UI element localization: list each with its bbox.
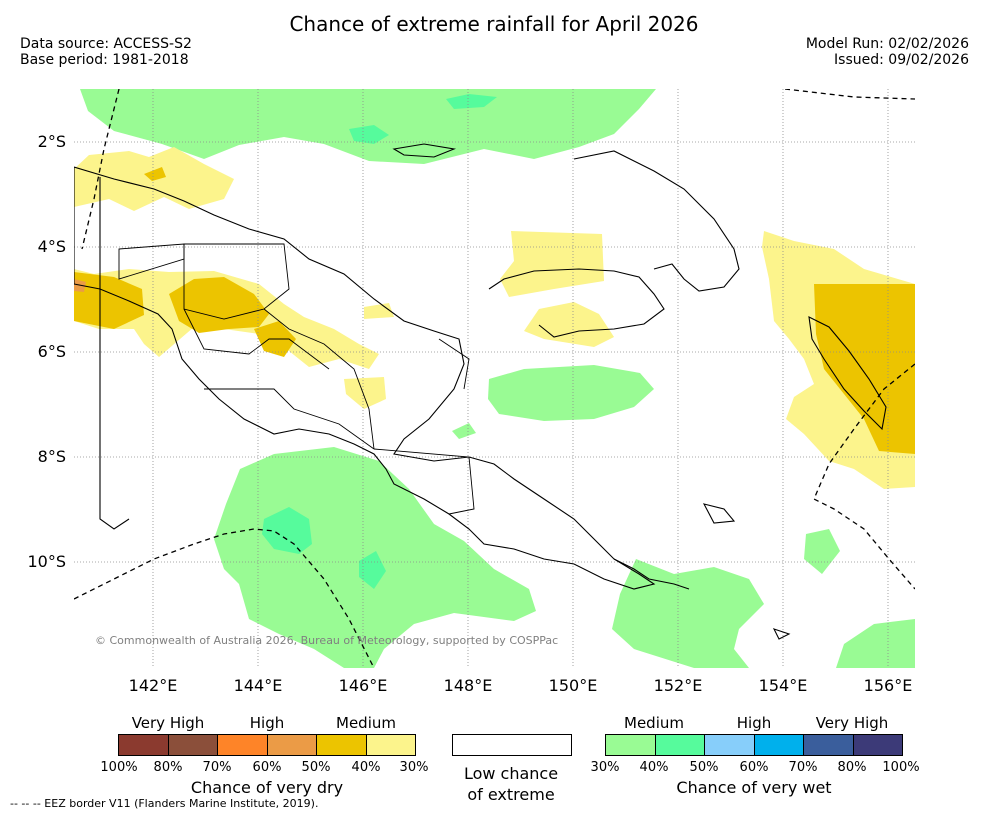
rainfall-map (74, 89, 915, 668)
wet-tick: 70% (788, 760, 818, 775)
model-run: Model Run: 02/02/2026 (805, 36, 969, 52)
wet-tick: 80% (837, 760, 867, 775)
dry-level-very-high: Very High (131, 714, 205, 732)
lon-label-148e: 148°E (443, 676, 493, 695)
dry-tick: 30% (399, 760, 429, 775)
lon-label-154e: 154°E (758, 676, 808, 695)
lat-label-2s: 2°S (37, 132, 66, 151)
data-source: Data source: ACCESS-S2 (20, 36, 192, 52)
wet-colorbar (605, 734, 903, 756)
wet-tick: 50% (689, 760, 719, 775)
dry-40-regions (74, 167, 915, 454)
base-period: Base period: 1981-2018 (20, 52, 189, 68)
lon-label-152e: 152°E (653, 676, 703, 695)
lon-label-146e: 146°E (338, 676, 388, 695)
dry-tick: 60% (252, 760, 282, 775)
map-title: Chance of extreme rainfall for April 202… (289, 12, 699, 36)
dry-swatch-6 (366, 735, 415, 755)
dry-tick: 100% (100, 760, 138, 775)
wet-tick: 40% (639, 760, 669, 775)
province-borders (118, 243, 475, 515)
wet-caption: Chance of very wet (676, 778, 832, 797)
dry-tick: 80% (153, 760, 183, 775)
wet-tick: 100% (882, 760, 920, 775)
eez-borders (74, 89, 915, 668)
neutral-caption-line1: Low chance (463, 764, 559, 783)
meta-right: Model Run: 02/02/2026 Issued: 09/02/2026 (806, 36, 969, 68)
dry-tick: 40% (351, 760, 381, 775)
wet-tick: 30% (590, 760, 620, 775)
dry-swatch-1 (119, 735, 169, 755)
lon-label-144e: 144°E (233, 676, 283, 695)
wet-swatch-3 (705, 735, 755, 755)
lat-label-8s: 8°S (37, 447, 66, 466)
wet-level-high: High (736, 714, 772, 732)
lat-label-4s: 4°S (37, 237, 66, 256)
wet-swatch-5 (804, 735, 854, 755)
wet-swatch-4 (754, 735, 804, 755)
lon-label-156e: 156°E (863, 676, 913, 695)
dry-caption: Chance of very dry (190, 778, 344, 797)
wet-tick: 60% (739, 760, 769, 775)
wet-swatch-1 (606, 735, 656, 755)
lat-label-10s: 10°S (27, 552, 66, 571)
coastlines (74, 143, 887, 640)
issued-date: Issued: 09/02/2026 (834, 52, 969, 68)
dry-swatch-4 (267, 735, 317, 755)
dry-swatch-5 (317, 735, 367, 755)
neutral-caption-line2: of extreme (467, 785, 555, 804)
wet-swatch-6 (853, 735, 902, 755)
neutral-swatch (452, 734, 572, 756)
dry-swatch-3 (218, 735, 268, 755)
wet-level-very-high: Very High (815, 714, 889, 732)
lon-label-142e: 142°E (128, 676, 178, 695)
lon-label-150e: 150°E (548, 676, 598, 695)
dry-colorbar (118, 734, 416, 756)
eez-note: -- -- -- EEZ border V11 (Flanders Marine… (10, 797, 319, 810)
map-grid (74, 89, 915, 668)
dry-tick: 50% (301, 760, 331, 775)
lat-label-6s: 6°S (37, 342, 66, 361)
wet-swatch-2 (655, 735, 705, 755)
wet-level-medium: Medium (624, 714, 684, 732)
wet-40-regions (262, 94, 497, 589)
dry-tick: 70% (202, 760, 232, 775)
dry-swatch-2 (168, 735, 218, 755)
dry-level-high: High (249, 714, 285, 732)
meta-left: Data source: ACCESS-S2 Base period: 1981… (20, 36, 192, 68)
copyright-note: © Commonwealth of Australia 2026, Bureau… (95, 634, 559, 647)
dry-level-medium: Medium (336, 714, 396, 732)
